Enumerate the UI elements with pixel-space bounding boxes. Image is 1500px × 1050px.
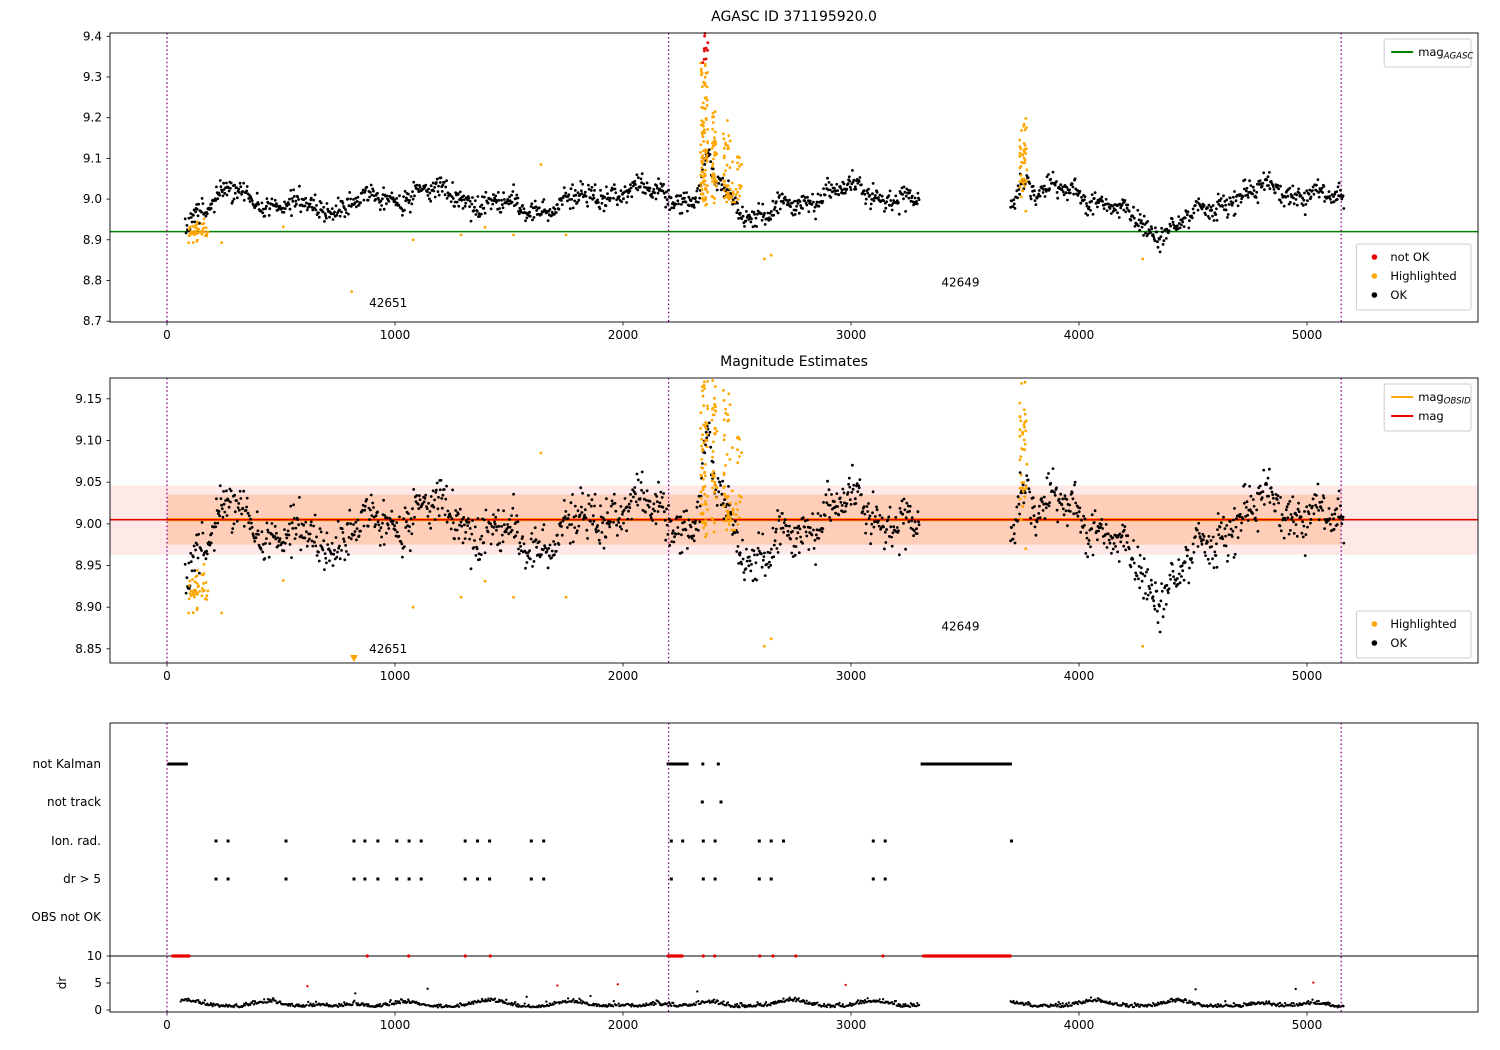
legend-label: mag — [1418, 409, 1444, 423]
obsid-boundary-lines — [166, 33, 1342, 322]
highlighted-points — [187, 61, 1145, 293]
flag-row-points — [214, 839, 1013, 843]
axes-spine — [109, 377, 1479, 664]
y-tick-label: 9.05 — [75, 475, 102, 489]
legend-box — [1355, 610, 1472, 659]
x-tick-label: 1000 — [380, 669, 411, 683]
legend-sample-dot — [1371, 292, 1378, 298]
y-tick-label: 8.85 — [75, 642, 102, 656]
y-tick-label: 9.3 — [83, 70, 102, 84]
x-tick-label: 1000 — [380, 328, 411, 342]
ok-points — [183, 148, 1346, 254]
flag-row-label: Ion. rad. — [51, 834, 101, 848]
y-tick-label: 9.1 — [83, 151, 102, 165]
axis-ticks: 0 1000 2000 3000 4000 5000 0 5 10 — [87, 949, 1323, 1032]
y-tick-label: 9.4 — [83, 29, 102, 43]
clipped-point-marker — [349, 655, 358, 662]
point-legend: Highlighted OK — [1355, 610, 1472, 659]
dr-clipped-points — [171, 954, 1012, 958]
ok-points — [183, 421, 1346, 634]
legend-label: OK — [1390, 636, 1407, 650]
legend-sample-dot — [1371, 621, 1378, 627]
flag-row-label: OBS not OK — [31, 910, 102, 924]
x-tick-label: 3000 — [836, 328, 867, 342]
subplot-agasc: 42651 42649 0 1000 2000 3000 4000 5000 8.7 8.8 8.9… — [83, 9, 1479, 342]
y-tick-label: 9.15 — [75, 392, 102, 406]
highlighted-points — [187, 379, 1145, 648]
y-tick-label: 9.2 — [83, 111, 102, 125]
x-tick-label: 2000 — [608, 1018, 639, 1032]
y-tick-label: 9.0 — [83, 192, 102, 206]
dr-points-red — [306, 981, 1315, 988]
flag-row-points — [214, 877, 887, 881]
legend-box — [1383, 38, 1472, 68]
legend-label: Highlighted — [1390, 617, 1456, 631]
x-tick-label: 0 — [163, 669, 171, 683]
axis-ticks: 0 1000 2000 3000 4000 5000 8.7 8.8 8.9 9.0 9.1 9.2 9… — [83, 29, 1322, 342]
y-tick-label: 8.7 — [83, 314, 102, 328]
x-tick-label: 3000 — [836, 1018, 867, 1032]
legend-label: Highlighted — [1390, 269, 1456, 283]
legend-sample-dot — [1371, 273, 1378, 279]
subplot-flags-dr: not Kalman not track Ion. rad. dr > 5 OBS no… — [31, 722, 1479, 1032]
plot-title: Magnitude Estimates — [720, 354, 868, 370]
obsid-label: 42651 — [369, 296, 407, 310]
legend-sample-dot — [1371, 254, 1378, 260]
y-tick-label: 8.90 — [75, 600, 102, 614]
legend-sample-dot — [1371, 640, 1378, 646]
legend-box — [1383, 383, 1472, 432]
flag-row-label: not track — [47, 795, 101, 809]
x-tick-label: 2000 — [608, 669, 639, 683]
y-tick-label: 8.8 — [83, 273, 102, 287]
y-tick-label: 8.95 — [75, 559, 102, 573]
x-tick-label: 5000 — [1292, 328, 1323, 342]
x-tick-label: 4000 — [1064, 1018, 1095, 1032]
obsid-label: 42651 — [369, 642, 407, 656]
x-tick-label: 2000 — [608, 328, 639, 342]
legend-label: magOBSID — [1418, 390, 1471, 407]
x-tick-label: 5000 — [1292, 669, 1323, 683]
axis-ticks: 0 1000 2000 3000 4000 5000 8.85 8.90 8.95 9.00 9.0… — [75, 392, 1322, 683]
y-tick-label: 9.00 — [75, 517, 102, 531]
x-tick-label: 0 — [163, 1018, 171, 1032]
x-tick-label: 1000 — [380, 1018, 411, 1032]
flag-row-label: not Kalman — [33, 757, 101, 771]
y-tick-label: 8.9 — [83, 233, 102, 247]
obsid-boundary-lines — [166, 723, 1342, 1012]
dr-points-ok — [179, 987, 1345, 1009]
legend-box — [1355, 243, 1472, 311]
legend-label: not OK — [1390, 250, 1430, 264]
y-tick-label: 10 — [87, 949, 102, 963]
axes-spine — [109, 32, 1479, 323]
y-tick-label: 5 — [94, 976, 102, 990]
obsid-label: 42649 — [941, 276, 979, 290]
axes-spine — [109, 722, 1479, 1013]
x-tick-label: 5000 — [1292, 1018, 1323, 1032]
x-tick-label: 4000 — [1064, 669, 1095, 683]
subplot-magnitude-estimates: 42651 42649 0 1000 2000 3000 4000 5000 8.85 8.90 8… — [75, 354, 1479, 683]
x-tick-label: 3000 — [836, 669, 867, 683]
not-ok-points — [701, 32, 710, 64]
line-legend: magOBSID mag — [1383, 383, 1472, 432]
line-legend: magAGASC — [1383, 38, 1473, 68]
flag-row-points — [167, 762, 1012, 766]
x-tick-label: 0 — [163, 328, 171, 342]
flag-row-label: dr > 5 — [63, 872, 101, 886]
y-tick-label: 9.10 — [75, 434, 102, 448]
flag-row-points — [700, 800, 723, 804]
obsid-label: 42649 — [941, 620, 979, 634]
legend-label: OK — [1390, 288, 1407, 302]
y-tick-label: 0 — [94, 1003, 102, 1017]
x-tick-label: 4000 — [1064, 328, 1095, 342]
point-legend: not OK Highlighted OK — [1355, 243, 1472, 311]
legend-label: magAGASC — [1418, 45, 1473, 62]
dr-axis-label: dr — [55, 977, 69, 990]
plot-title: AGASC ID 371195920.0 — [711, 9, 877, 25]
